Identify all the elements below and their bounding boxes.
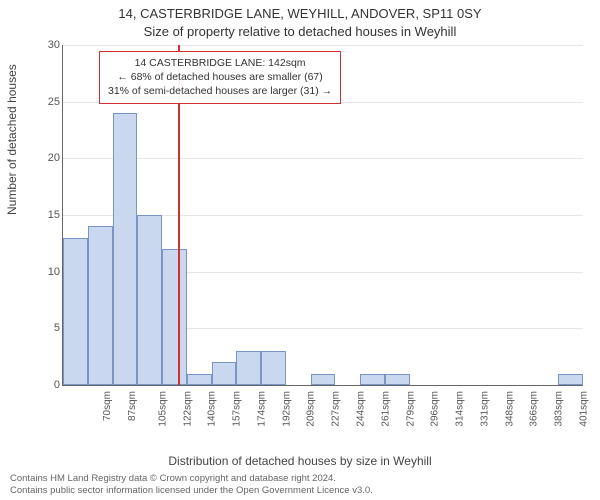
title-sub: Size of property relative to detached ho… bbox=[0, 24, 600, 39]
x-tick-label: 87sqm bbox=[127, 391, 138, 421]
footer-attribution: Contains HM Land Registry data © Crown c… bbox=[10, 473, 590, 497]
gridline bbox=[63, 158, 583, 159]
x-tick-label: 331sqm bbox=[479, 391, 490, 427]
x-tick-label: 401sqm bbox=[578, 391, 589, 427]
histogram-bar bbox=[212, 362, 237, 385]
x-tick-label: 70sqm bbox=[102, 391, 113, 421]
marker-annotation: 14 CASTERBRIDGE LANE: 142sqm ← 68% of de… bbox=[99, 51, 341, 104]
plot-area: 14 CASTERBRIDGE LANE: 142sqm ← 68% of de… bbox=[62, 45, 583, 386]
y-tick-label: 25 bbox=[30, 96, 60, 108]
y-axis-label: Number of detached houses bbox=[5, 64, 19, 215]
histogram-bar bbox=[236, 351, 261, 385]
annotation-line-1: 14 CASTERBRIDGE LANE: 142sqm bbox=[108, 56, 332, 70]
x-axis-label: Distribution of detached houses by size … bbox=[0, 454, 600, 468]
chart-container: 14, CASTERBRIDGE LANE, WEYHILL, ANDOVER,… bbox=[0, 0, 600, 500]
x-tick-label: 157sqm bbox=[232, 391, 243, 427]
y-tick-label: 0 bbox=[30, 379, 60, 391]
annotation-line-3: 31% of semi-detached houses are larger (… bbox=[108, 84, 332, 98]
histogram-bar bbox=[88, 226, 113, 385]
x-tick-label: 348sqm bbox=[504, 391, 515, 427]
y-tick-label: 10 bbox=[30, 266, 60, 278]
x-tick-label: 122sqm bbox=[182, 391, 193, 427]
annotation-line-2: ← 68% of detached houses are smaller (67… bbox=[108, 70, 332, 84]
y-tick-label: 30 bbox=[30, 39, 60, 51]
histogram-bar bbox=[187, 374, 212, 385]
histogram-bar bbox=[137, 215, 162, 385]
histogram-bar bbox=[360, 374, 385, 385]
footer-line-1: Contains HM Land Registry data © Crown c… bbox=[10, 473, 590, 485]
gridline bbox=[63, 45, 583, 46]
y-tick-label: 5 bbox=[30, 322, 60, 334]
x-tick-label: 244sqm bbox=[356, 391, 367, 427]
x-tick-label: 279sqm bbox=[405, 391, 416, 427]
x-tick-label: 383sqm bbox=[554, 391, 565, 427]
histogram-bar bbox=[113, 113, 138, 385]
x-tick-label: 227sqm bbox=[331, 391, 342, 427]
x-tick-label: 140sqm bbox=[207, 391, 218, 427]
histogram-bar bbox=[385, 374, 410, 385]
x-tick-label: 296sqm bbox=[430, 391, 441, 427]
x-tick-label: 105sqm bbox=[157, 391, 168, 427]
x-tick-label: 366sqm bbox=[529, 391, 540, 427]
x-tick-label: 192sqm bbox=[281, 391, 292, 427]
histogram-bar bbox=[311, 374, 336, 385]
x-tick-label: 209sqm bbox=[306, 391, 317, 427]
y-tick-label: 20 bbox=[30, 152, 60, 164]
histogram-bar bbox=[63, 238, 88, 385]
histogram-bar bbox=[162, 249, 187, 385]
x-tick-label: 174sqm bbox=[257, 391, 268, 427]
x-tick-label: 261sqm bbox=[380, 391, 391, 427]
footer-line-2: Contains public sector information licen… bbox=[10, 485, 590, 497]
x-tick-label: 314sqm bbox=[455, 391, 466, 427]
title-main: 14, CASTERBRIDGE LANE, WEYHILL, ANDOVER,… bbox=[0, 6, 600, 21]
histogram-bar bbox=[261, 351, 286, 385]
histogram-bar bbox=[558, 374, 583, 385]
y-tick-label: 15 bbox=[30, 209, 60, 221]
